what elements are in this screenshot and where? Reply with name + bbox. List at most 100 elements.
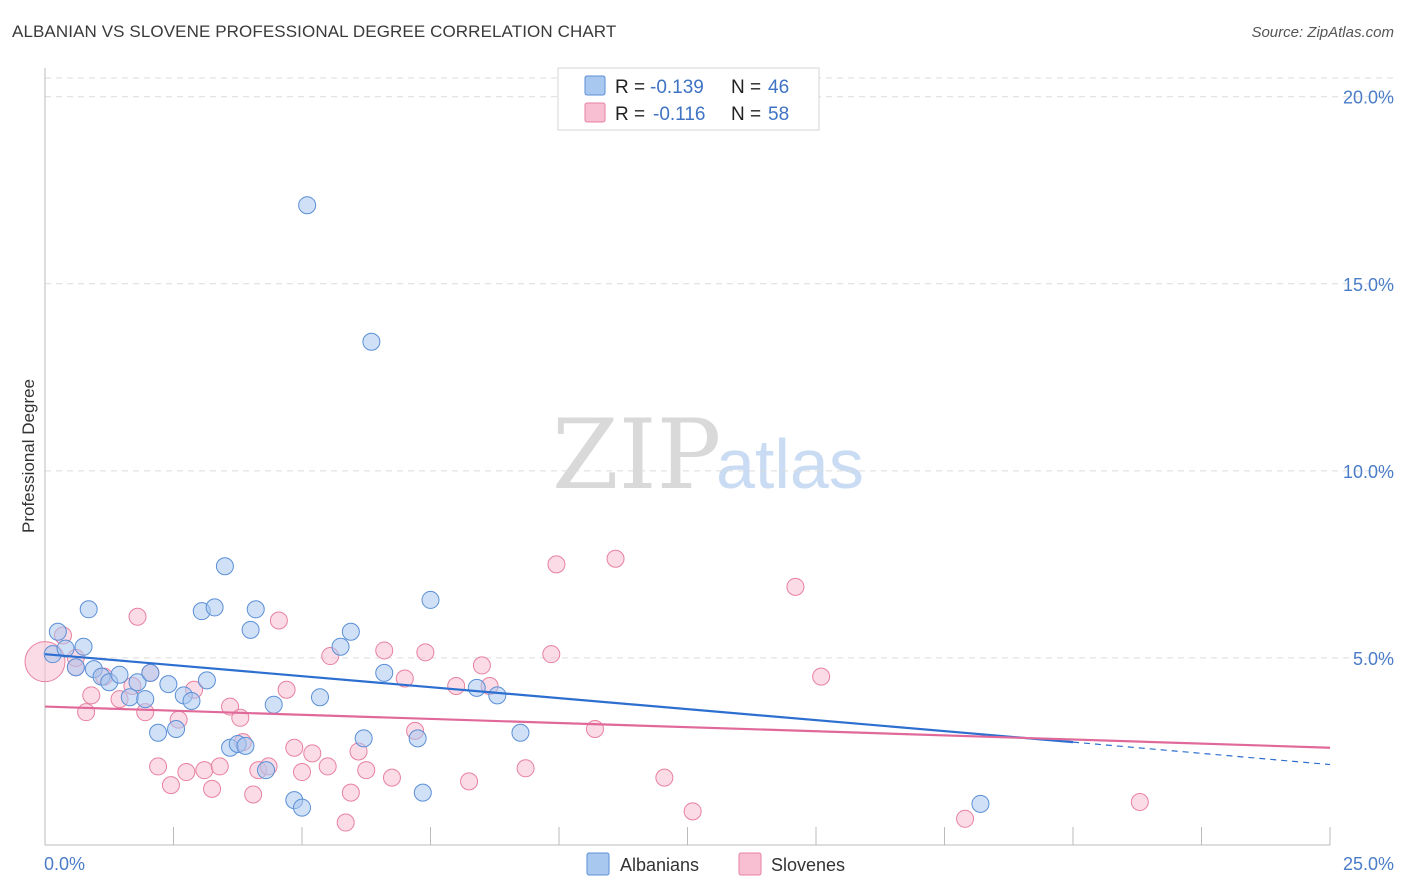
slovene-point-5 <box>82 686 101 705</box>
albanian-point-40 <box>413 783 432 802</box>
albanian-point-5 <box>79 600 98 619</box>
slovene-point-9 <box>128 607 147 626</box>
albanian-point-14 <box>149 723 168 742</box>
albanian-point-27 <box>246 600 265 619</box>
slovene-point-20 <box>221 697 240 716</box>
albanian-point-34 <box>331 637 350 656</box>
source-label: Source: ZipAtlas.com <box>1251 24 1394 41</box>
slovene-point-30 <box>303 744 322 763</box>
bottom-legend-slovene-label: Slovenes <box>771 855 845 875</box>
albanian-point-35 <box>341 622 360 641</box>
slovene-point-12 <box>149 757 168 776</box>
y-tick-label-2: 15.0% <box>1343 275 1394 295</box>
slovene-point-56 <box>1130 792 1149 811</box>
legend-slovene-r-label: R = <box>615 104 645 125</box>
albanian-point-20 <box>197 671 216 690</box>
albanian-point-16 <box>167 720 186 739</box>
albanian-point-28 <box>257 761 276 780</box>
watermark-atlas: atlas <box>716 425 864 503</box>
albanian-point-32 <box>298 196 317 215</box>
slovene-point-33 <box>336 813 355 832</box>
slovene-point-13 <box>161 776 180 795</box>
axes <box>44 68 1331 846</box>
legend-albanian-n-label: N = <box>731 77 761 98</box>
slovene-point-37 <box>375 641 394 660</box>
slovene-point-50 <box>606 549 625 568</box>
slovene-point-46 <box>516 759 535 778</box>
y-tick-labels: 5.0% 10.0% 15.0% 20.0% <box>1343 88 1394 669</box>
slovene-point-38 <box>382 768 401 787</box>
albanian-point-42 <box>467 678 486 697</box>
albanian-point-9 <box>110 665 129 684</box>
x-tick-label-min: 0.0% <box>44 854 85 874</box>
albanian-point-39 <box>408 729 427 748</box>
albanian-point-21 <box>205 598 224 617</box>
legend-slovene-swatch <box>584 102 606 123</box>
slovene-point-31 <box>318 757 337 776</box>
slovene-point-39 <box>395 669 414 688</box>
slovene-point-17 <box>195 761 214 780</box>
slovene-trend-line <box>44 705 1331 749</box>
albanian-point-29 <box>264 695 283 714</box>
albanian-point-41 <box>421 590 440 609</box>
y-tick-label-0: 5.0% <box>1353 649 1394 669</box>
albanian-point-4 <box>74 637 93 656</box>
albanian-point-25 <box>236 736 255 755</box>
legend-slovene-n-label: N = <box>731 104 761 125</box>
y-tick-label-3: 20.0% <box>1343 88 1394 108</box>
albanian-point-22 <box>215 557 234 576</box>
albanian-point-13 <box>141 663 160 682</box>
albanian-point-12 <box>136 690 155 709</box>
series-legend: Albanians Slovenes <box>586 852 845 876</box>
albanian-point-11 <box>128 673 147 692</box>
slovene-point-43 <box>460 772 479 791</box>
bottom-legend-albanian-label: Albanians <box>620 855 699 875</box>
albanian-point-18 <box>182 691 201 710</box>
slovene-points <box>24 549 1149 832</box>
albanian-point-2 <box>56 639 75 658</box>
correlation-legend: R = -0.139 N = 46 R = -0.116 N = 58 <box>557 67 820 131</box>
legend-albanian-r-value: -0.139 <box>650 77 704 98</box>
slovene-point-52 <box>683 802 702 821</box>
slovene-point-54 <box>812 667 831 686</box>
slovene-point-15 <box>177 763 196 782</box>
watermark-zip: ZIP <box>552 399 721 511</box>
slovene-point-4 <box>77 703 96 722</box>
slovene-point-53 <box>786 577 805 596</box>
albanian-point-43 <box>488 686 507 705</box>
slovene-point-41 <box>416 643 435 662</box>
slovene-point-44 <box>472 656 491 675</box>
legend-albanian-n-value: 46 <box>768 77 789 98</box>
albanian-point-1 <box>48 622 67 641</box>
albanian-point-33 <box>310 688 329 707</box>
bottom-legend-slovene-swatch <box>738 852 762 876</box>
albanian-point-37 <box>362 332 381 351</box>
legend-albanian-swatch <box>584 75 606 96</box>
slovene-point-19 <box>210 757 229 776</box>
slovene-point-26 <box>269 611 288 630</box>
slovene-point-36 <box>357 761 376 780</box>
slovene-point-55 <box>956 809 975 828</box>
slovene-point-27 <box>277 680 296 699</box>
slovene-point-51 <box>655 768 674 787</box>
x-tick-label-max: 25.0% <box>1343 854 1394 874</box>
albanian-trend-line-extension <box>1072 741 1331 766</box>
albanian-point-15 <box>159 675 178 694</box>
bottom-legend-albanian-swatch <box>586 852 610 876</box>
albanian-point-10 <box>120 688 139 707</box>
albanian-point-26 <box>241 620 260 639</box>
albanian-trend-line <box>44 653 1074 744</box>
slovene-point-29 <box>293 763 311 782</box>
albanian-point-36 <box>354 729 373 748</box>
albanian-point-3 <box>66 658 85 677</box>
albanian-point-31 <box>293 798 311 817</box>
slovene-point-28 <box>285 738 304 757</box>
albanian-point-38 <box>375 663 394 682</box>
grid-lines <box>45 77 1394 659</box>
legend-slovene-r-value: -0.116 <box>653 104 705 125</box>
slovene-point-42 <box>447 676 466 695</box>
slovene-point-18 <box>203 779 222 798</box>
slovene-point-23 <box>244 785 263 804</box>
slovene-point-34 <box>341 783 360 802</box>
